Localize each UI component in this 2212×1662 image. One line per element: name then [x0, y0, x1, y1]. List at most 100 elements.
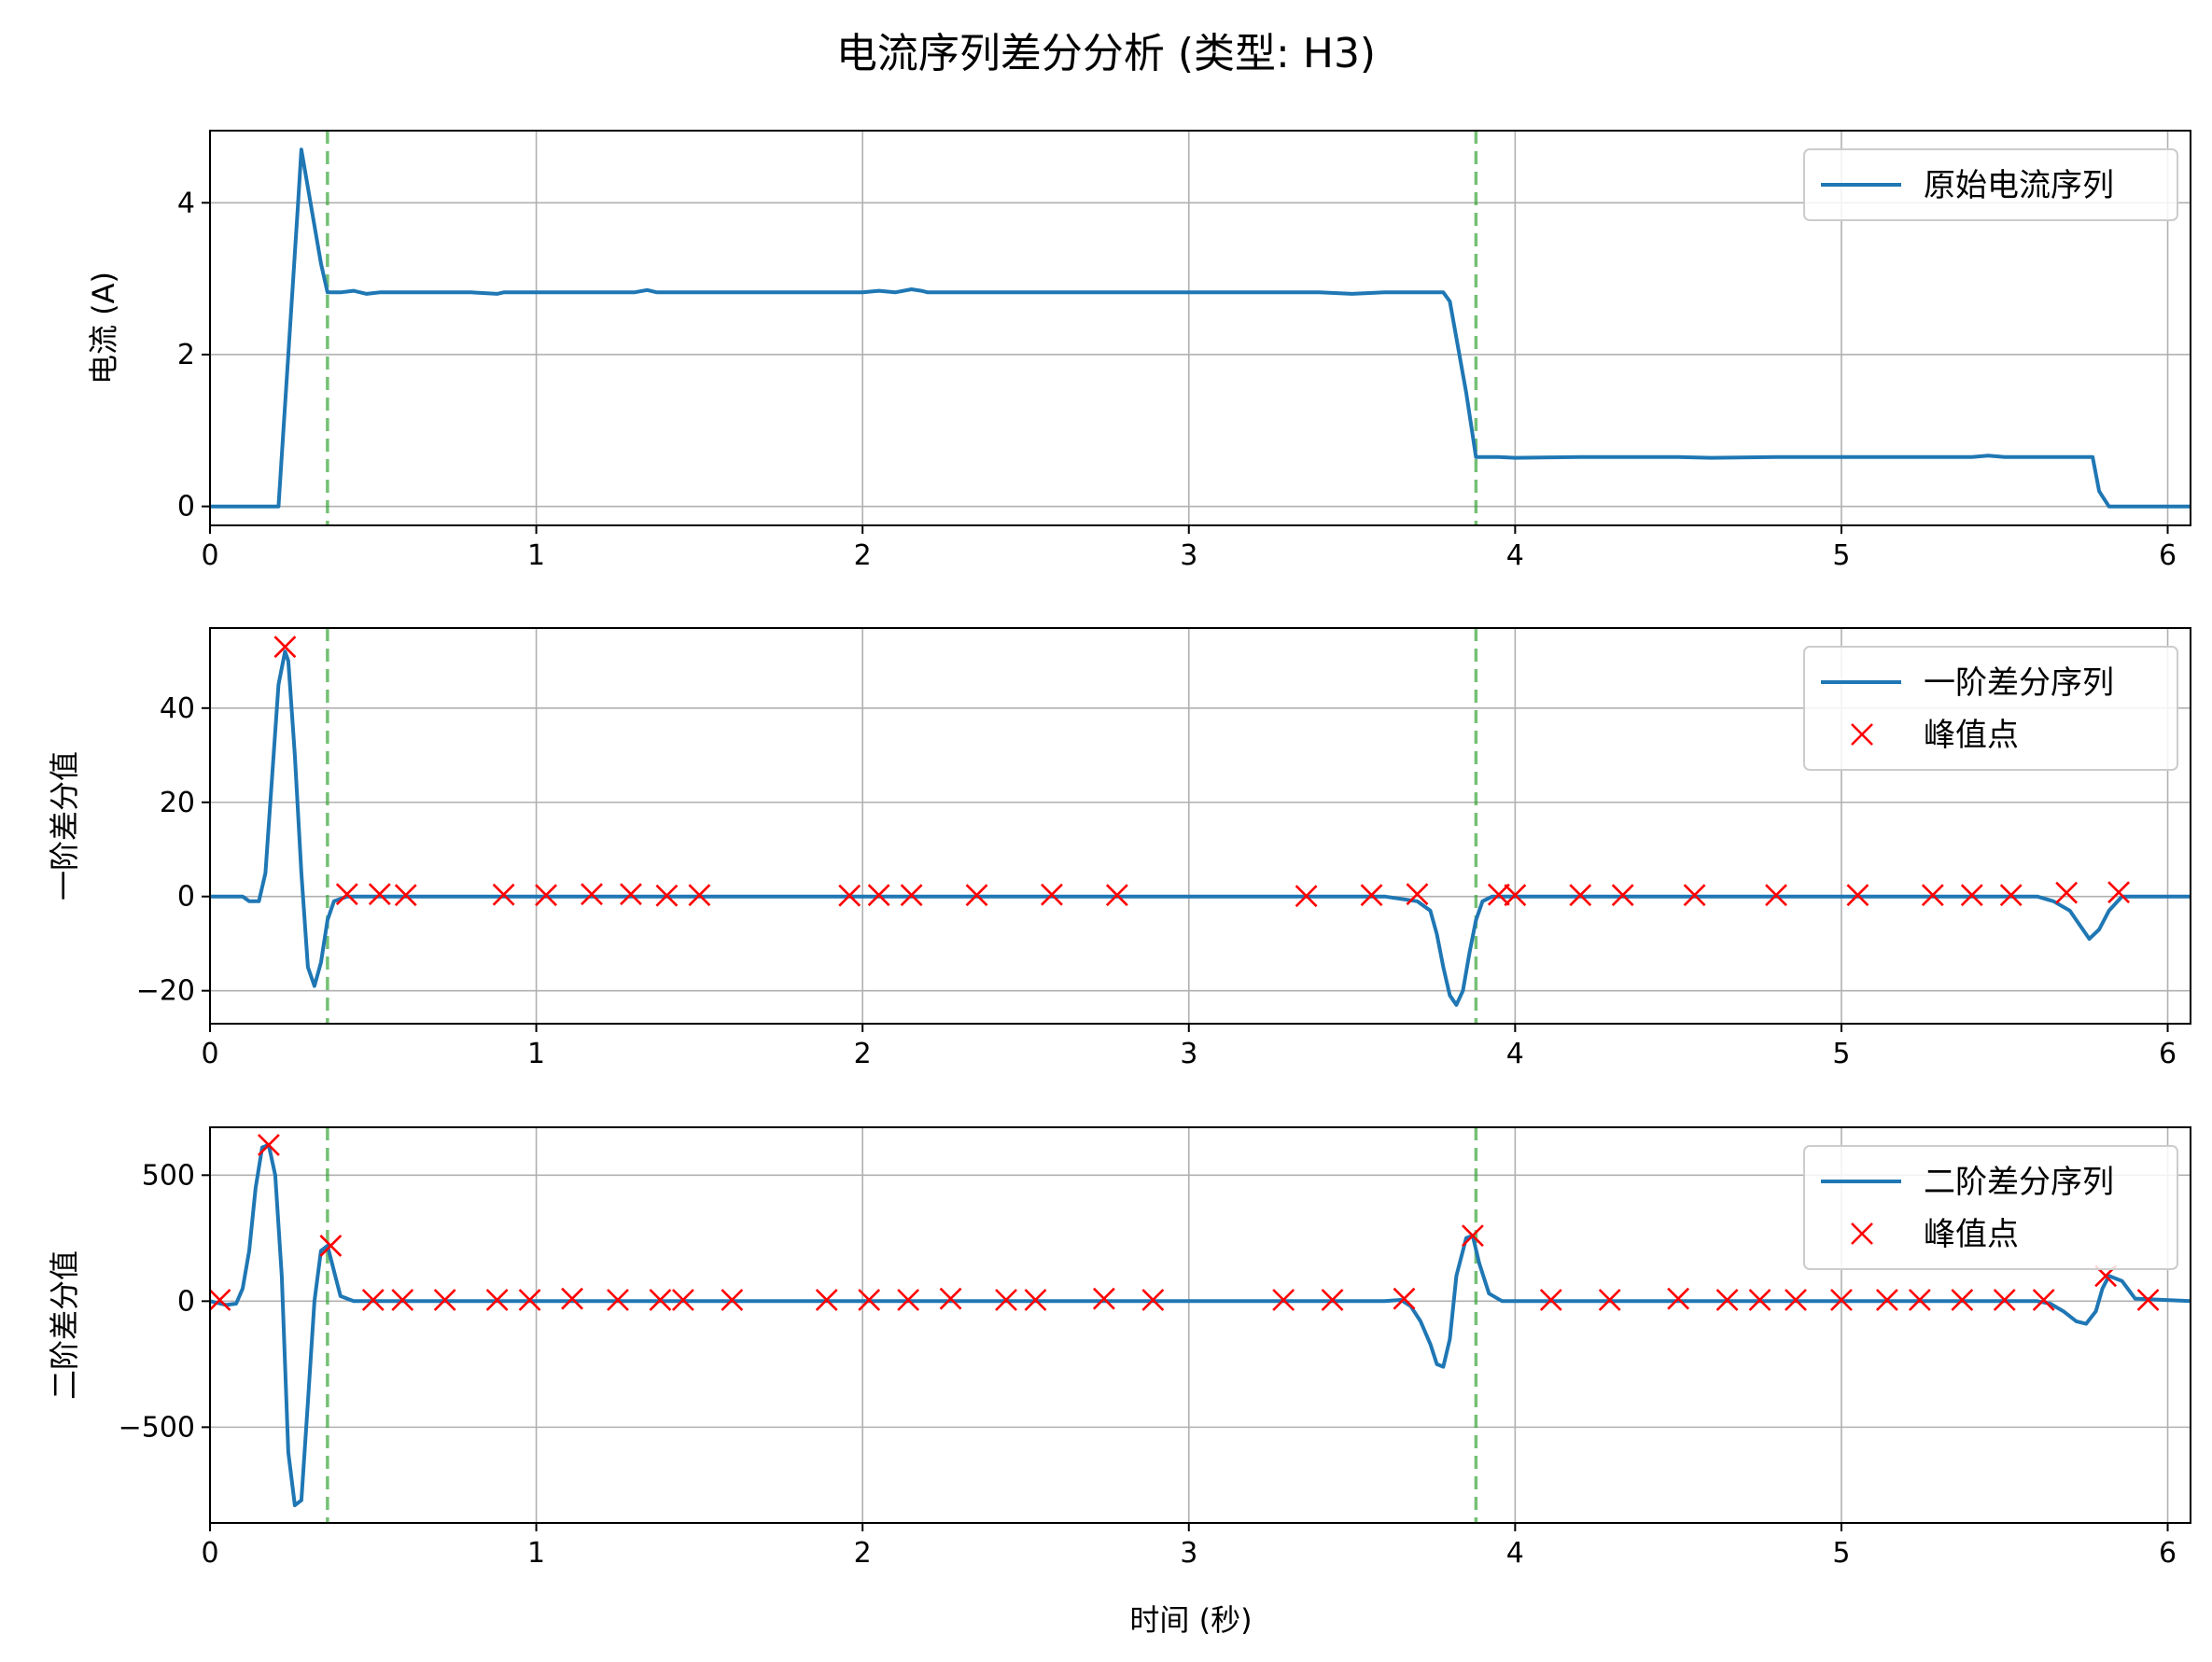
peak-markers: [273, 635, 2131, 908]
peak-point: [1683, 884, 1706, 907]
peak-point: [1908, 1289, 1931, 1311]
peak-point: [561, 1287, 583, 1310]
peak-point: [2107, 881, 2131, 904]
peak-point: [1406, 883, 1429, 906]
peak-point: [655, 884, 679, 907]
peak-point: [1272, 1289, 1295, 1311]
x-tick-label: 1: [527, 1537, 545, 1570]
peak-point: [258, 1133, 280, 1156]
series-line: [210, 649, 2191, 1007]
peak-markers: [210, 1133, 2160, 1311]
x-tick-label: 3: [1180, 539, 1197, 572]
x-tick-label: 2: [854, 539, 872, 572]
peak-point: [721, 1289, 744, 1311]
peak-point: [688, 884, 711, 907]
y-tick-label: −20: [136, 975, 195, 1008]
peak-point: [1846, 884, 1869, 907]
peak-point: [361, 1289, 385, 1311]
peak-point: [210, 1289, 231, 1311]
peak-point: [581, 883, 603, 906]
x-tick-label: 0: [201, 1038, 218, 1070]
x-tick-label: 4: [1506, 1537, 1524, 1570]
figure-title: 电流序列差分分析 (类型: H3): [836, 30, 1376, 77]
legend-marker-peak: [1851, 1222, 1873, 1245]
y-tick-label: −500: [119, 1411, 195, 1444]
peak-point: [671, 1289, 694, 1311]
peak-point: [319, 1235, 343, 1257]
legend-box: [1803, 646, 2178, 771]
peak-point: [1321, 1289, 1344, 1311]
peak-point: [492, 883, 515, 906]
y-axis-label: 一阶差分值: [47, 751, 82, 901]
peak-point: [1487, 883, 1510, 906]
peak-point: [1921, 884, 1944, 907]
y-tick-label: 20: [160, 787, 195, 819]
peak-point: [368, 883, 391, 906]
peak-point: [1748, 1289, 1771, 1311]
peak-point: [649, 1289, 672, 1311]
x-tick-label: 4: [1506, 1038, 1524, 1070]
peak-point: [1092, 1287, 1115, 1310]
axes-frame: [209, 1126, 2191, 1524]
peak-point: [1999, 884, 2023, 907]
peak-point: [1667, 1287, 1690, 1310]
y-axis-label: 二阶差分值: [47, 1250, 82, 1400]
x-tick-label: 1: [527, 1038, 545, 1070]
y-tick-label: 0: [177, 491, 195, 524]
x-tick-label: 2: [854, 1038, 872, 1070]
axes-frame: [209, 130, 2191, 526]
peak-point: [518, 1289, 541, 1311]
peak-point: [433, 1289, 456, 1311]
axes-frame: [209, 627, 2191, 1025]
legend-label: 峰值点: [1924, 1216, 2019, 1253]
peak-point: [2032, 1289, 2055, 1311]
peak-point: [965, 884, 988, 907]
x-axis-label: 时间 (秒): [1129, 1602, 1252, 1638]
y-tick-label: 40: [160, 692, 195, 725]
legend-label: 二阶差分序列: [1924, 1164, 2114, 1201]
peak-point: [867, 884, 890, 907]
x-tick-label: 6: [2159, 539, 2177, 572]
legend-marker-peak: [1851, 723, 1873, 746]
peak-point: [1960, 884, 1983, 907]
y-tick-label: 2: [177, 339, 195, 371]
x-tick-label: 5: [1832, 1038, 1850, 1070]
peak-point: [1765, 884, 1787, 907]
x-tick-label: 6: [2159, 1038, 2177, 1070]
peak-point: [1393, 1287, 1416, 1310]
legend-box: [1803, 148, 2178, 221]
series-line: [210, 147, 2191, 509]
peak-point: [1105, 884, 1128, 907]
x-tick-label: 0: [201, 539, 218, 572]
peak-point: [1141, 1289, 1165, 1311]
peak-point: [1024, 1289, 1047, 1311]
subplot-1: 0 1 2 3 4 5 6 0 2 4 电流 (A) 原始电流序列: [86, 130, 2191, 572]
peak-point: [1461, 1224, 1484, 1248]
peak-point: [1569, 884, 1592, 907]
peak-point: [815, 1289, 838, 1311]
x-tick-label: 2: [854, 1537, 872, 1570]
series-line: [210, 1142, 2191, 1508]
peak-point: [485, 1289, 509, 1311]
peak-point: [1611, 884, 1634, 907]
peak-point: [2136, 1289, 2160, 1311]
x-tick-label: 0: [201, 1537, 218, 1570]
y-tick-label: 500: [142, 1159, 195, 1192]
legend-label: 原始电流序列: [1924, 167, 2114, 204]
peak-point: [1875, 1289, 1898, 1311]
legend-label: 峰值点: [1924, 717, 2019, 754]
peak-point: [394, 884, 417, 907]
peak-point: [939, 1287, 962, 1310]
peak-point: [2055, 881, 2079, 904]
peak-point: [900, 884, 923, 907]
x-tick-label: 3: [1180, 1038, 1197, 1070]
peak-point: [1785, 1289, 1807, 1311]
y-tick-label: 4: [177, 187, 195, 219]
y-axis-label: 电流 (A): [86, 272, 121, 384]
